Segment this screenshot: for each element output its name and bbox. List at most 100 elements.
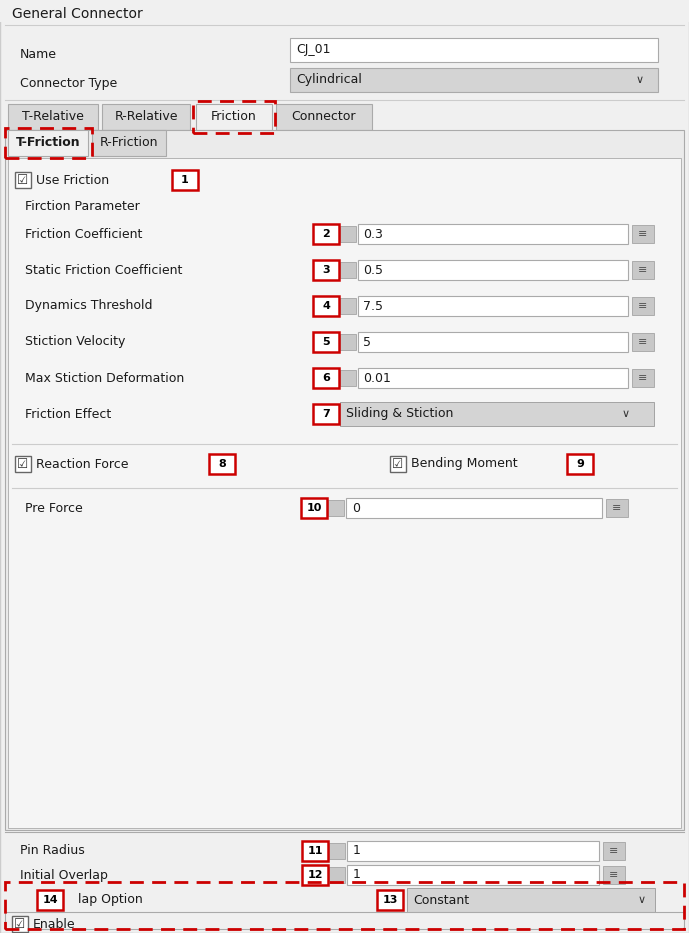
Text: Connector Type: Connector Type	[20, 77, 117, 91]
Text: ☑: ☑	[14, 917, 25, 930]
Bar	[12, 916, 28, 932]
Bar	[358, 368, 628, 388]
Text: ≡: ≡	[638, 265, 648, 275]
Text: Dynamics Threshold: Dynamics Threshold	[25, 299, 152, 313]
Text: 2: 2	[322, 229, 330, 239]
Text: T-Friction: T-Friction	[16, 136, 81, 149]
Text: T-Relative: T-Relative	[22, 110, 84, 123]
Text: Initial Overlap: Initial Overlap	[20, 869, 108, 882]
Text: lap Option: lap Option	[78, 894, 143, 907]
Text: Enable: Enable	[33, 917, 76, 930]
Bar	[603, 866, 625, 884]
Bar	[5, 882, 684, 929]
Text: 7: 7	[322, 409, 330, 419]
Bar	[358, 260, 628, 280]
Text: 1: 1	[181, 175, 189, 185]
Text: Connector: Connector	[291, 110, 356, 123]
Bar	[632, 297, 654, 315]
Bar	[209, 454, 235, 474]
Bar	[407, 888, 655, 912]
Text: Constant: Constant	[413, 894, 469, 907]
Bar	[15, 172, 31, 188]
Text: Firction Parameter: Firction Parameter	[25, 201, 140, 214]
Bar	[340, 262, 356, 278]
Bar	[5, 130, 684, 830]
Bar	[5, 912, 684, 929]
Bar	[290, 68, 658, 92]
Text: ≡: ≡	[638, 373, 648, 383]
Text: 5: 5	[363, 336, 371, 349]
Text: 7.5: 7.5	[363, 299, 383, 313]
Text: ≡: ≡	[638, 301, 648, 311]
Text: General Connector: General Connector	[12, 7, 143, 21]
Text: 0.5: 0.5	[363, 263, 383, 276]
Text: Reaction Force: Reaction Force	[36, 457, 129, 470]
Bar	[8, 104, 98, 130]
Text: 5: 5	[322, 337, 330, 347]
Bar	[340, 370, 356, 386]
Bar	[346, 498, 602, 518]
Text: ≡: ≡	[613, 503, 621, 513]
Text: 1: 1	[353, 869, 361, 882]
Text: 13: 13	[382, 895, 398, 905]
Text: CJ_01: CJ_01	[296, 44, 331, 57]
Text: 12: 12	[307, 870, 322, 880]
Bar	[377, 890, 403, 910]
Bar	[340, 298, 356, 314]
Bar	[313, 404, 339, 424]
Bar	[632, 225, 654, 243]
Text: Max Stiction Deformation: Max Stiction Deformation	[25, 371, 184, 384]
Text: Friction: Friction	[211, 110, 257, 123]
Text: R-Friction: R-Friction	[100, 136, 158, 149]
Bar	[313, 296, 339, 316]
Bar	[340, 402, 654, 426]
Text: ☑: ☑	[17, 457, 29, 470]
Bar	[15, 456, 31, 472]
Bar	[313, 260, 339, 280]
Text: 4: 4	[322, 301, 330, 311]
Bar	[102, 104, 190, 130]
Text: Sliding & Stiction: Sliding & Stiction	[346, 408, 453, 421]
Text: Bending Moment: Bending Moment	[411, 457, 517, 470]
Text: Friction Coefficient: Friction Coefficient	[25, 228, 143, 241]
Bar	[340, 334, 356, 350]
Bar	[390, 456, 406, 472]
Bar	[632, 261, 654, 279]
Bar	[196, 104, 272, 130]
Text: Static Friction Coefficient: Static Friction Coefficient	[25, 263, 183, 276]
Text: 9: 9	[576, 459, 584, 469]
Bar	[5, 128, 92, 158]
Bar	[340, 226, 356, 242]
Bar	[347, 865, 599, 885]
Text: 1: 1	[353, 844, 361, 857]
Bar	[276, 104, 372, 130]
Bar	[329, 843, 345, 859]
Bar	[313, 368, 339, 388]
Bar	[313, 224, 339, 244]
Bar	[290, 38, 658, 62]
Bar	[302, 865, 328, 885]
Text: ≡: ≡	[609, 870, 619, 880]
Text: 3: 3	[322, 265, 330, 275]
Text: ∨: ∨	[638, 895, 646, 905]
Bar	[301, 498, 327, 518]
Bar	[8, 158, 681, 828]
Bar	[193, 101, 275, 133]
Text: 0: 0	[352, 502, 360, 514]
Bar	[313, 332, 339, 352]
Bar	[8, 130, 88, 156]
Text: ∨: ∨	[622, 409, 630, 419]
Text: Name: Name	[20, 49, 57, 62]
Text: ≡: ≡	[638, 229, 648, 239]
Text: R-Relative: R-Relative	[114, 110, 178, 123]
Bar	[603, 842, 625, 860]
Bar	[92, 130, 166, 156]
Bar	[347, 841, 599, 861]
Bar	[328, 500, 344, 516]
Bar	[358, 332, 628, 352]
Bar	[567, 454, 593, 474]
Text: Stiction Velocity: Stiction Velocity	[25, 336, 125, 349]
Bar	[302, 841, 328, 861]
Bar	[632, 333, 654, 351]
Text: 11: 11	[307, 846, 322, 856]
